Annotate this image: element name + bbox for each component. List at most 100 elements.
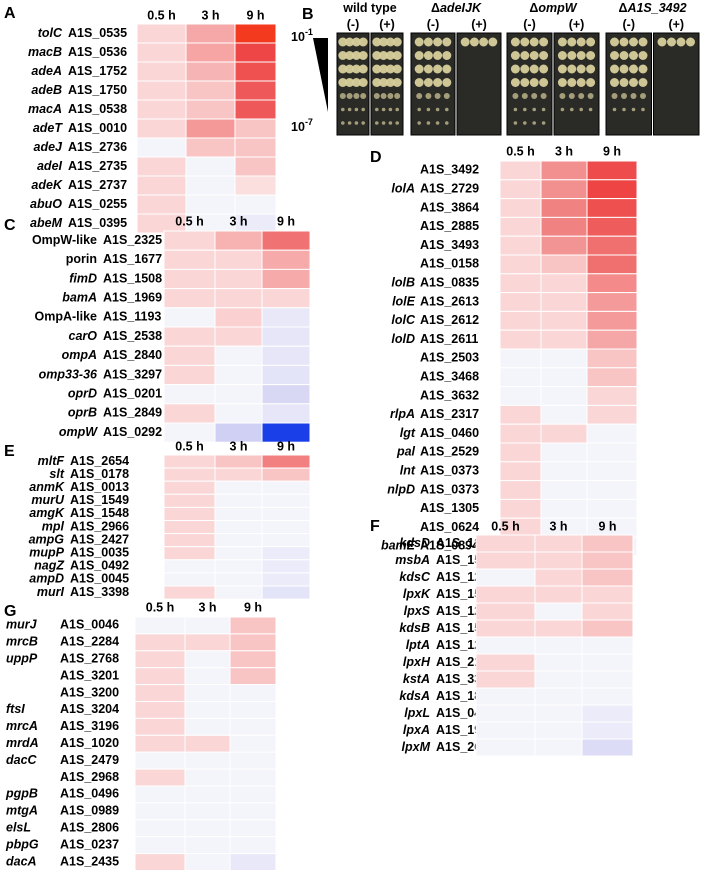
heatmap-cell [540,254,588,275]
colony-spot [512,93,519,99]
heatmap-cell [163,384,216,405]
colony-spot [612,107,617,112]
colony-spot [676,37,686,47]
gene-name: adeK [31,178,63,192]
colony-spot [354,121,359,125]
colony-spot [388,121,393,125]
locus-tag: A1S_2736 [68,140,127,154]
heatmap-cell [136,23,187,44]
heatmap-cell [534,551,583,570]
colony-spot [341,121,345,125]
locus-tag: A1S_0536 [68,45,127,59]
heatmap-cell [163,345,216,366]
colony-spot [629,78,638,87]
heatmap-cell [185,23,236,44]
heatmap-cell [534,568,583,587]
time-header: 9 h [598,519,616,533]
heatmap-cell [134,768,186,787]
gene-name: ompA [62,348,97,362]
heatmap-cell [586,329,638,350]
heatmap-cell [184,853,231,871]
colony-spot [586,78,596,87]
gene-name: kdsC [399,570,431,584]
time-header: 0.5 h [506,144,535,158]
heatmap-cell [586,198,638,218]
colony-spot [372,78,382,87]
gene-name: kdsB [399,621,430,635]
locus-tag: A1S_3492 [420,163,479,177]
heatmap-cell [586,461,638,482]
colony-spot [351,51,361,60]
gene-name: amgK [29,506,65,520]
colony-spot [619,37,629,47]
heatmap-cell [475,636,536,655]
locus-tag: A1S_3201 [60,668,119,682]
heatmap-cell [261,533,311,548]
locus-tag: A1S_2806 [60,821,119,835]
colony-spot [414,78,424,87]
colony-spot [385,64,395,74]
heatmap-cell [586,254,638,275]
colony-spot [513,121,518,125]
heatmap-cell [261,520,311,535]
heatmap-cell [586,386,638,406]
strain-gene: A1S_3492 [626,1,686,15]
heatmap-cell [586,423,638,444]
gene-name: slt [49,467,64,481]
panel-label: C [4,217,16,234]
colony-spot [394,93,401,99]
locus-tag: A1S_0373 [420,463,479,477]
time-header: 0.5 h [175,214,204,228]
heatmap-cell [499,254,542,275]
locus-tag: A1S_3204 [60,702,119,716]
colony-spot [345,51,355,60]
heatmap-cell [134,853,186,871]
colony-spot [385,51,395,60]
heatmap-cell [184,616,231,635]
gene-name: lolC [391,313,416,327]
colony-spot [539,78,549,87]
heatmap-cell [540,461,588,482]
heatmap-cell [163,572,216,587]
heatmap-cell [163,230,216,251]
heatmap-cell [581,602,634,621]
heatmap-cell [229,684,277,702]
heatmap-cell [214,520,263,535]
colony-spot [539,37,549,47]
heatmap-cell [136,118,187,139]
colony-spot [510,37,520,47]
colony-spot [531,93,538,99]
heatmap-cell [586,480,638,500]
time-header: 3 h [229,439,247,453]
dilution-base: 10 [291,120,305,134]
heatmap-cell [499,235,542,256]
heatmap-cell [184,650,231,669]
heatmap-cell [163,520,216,535]
colony-spot [392,51,402,60]
heatmap-cell [136,61,187,82]
gene-name: ampG [29,532,65,546]
heatmap-cell [475,534,536,553]
locus-tag: A1S_2611 [420,332,478,346]
heatmap-cell [229,853,277,871]
colony-spot [640,93,646,99]
heatmap-cell [534,704,583,723]
gene-name: macA [28,102,62,116]
gene-name: murI [37,585,65,599]
strain-name-text: wild type [342,1,397,15]
colony-spot [557,64,567,74]
colony-spot [351,64,361,74]
colony-spot [338,37,348,47]
locus-tag: A1S_3493 [420,238,479,252]
gene-name: kstA [403,672,430,686]
colony-spot [629,51,638,60]
colony-spot [588,107,593,112]
heatmap-cell [229,734,277,753]
heatmap-cell [475,704,536,723]
heatmap-cell [234,137,277,158]
colony-spot [426,121,431,125]
heatmap-cell [136,137,187,158]
heatmap-cell [499,310,542,331]
heatmap-cell [261,345,311,366]
colony-spot [529,78,539,87]
